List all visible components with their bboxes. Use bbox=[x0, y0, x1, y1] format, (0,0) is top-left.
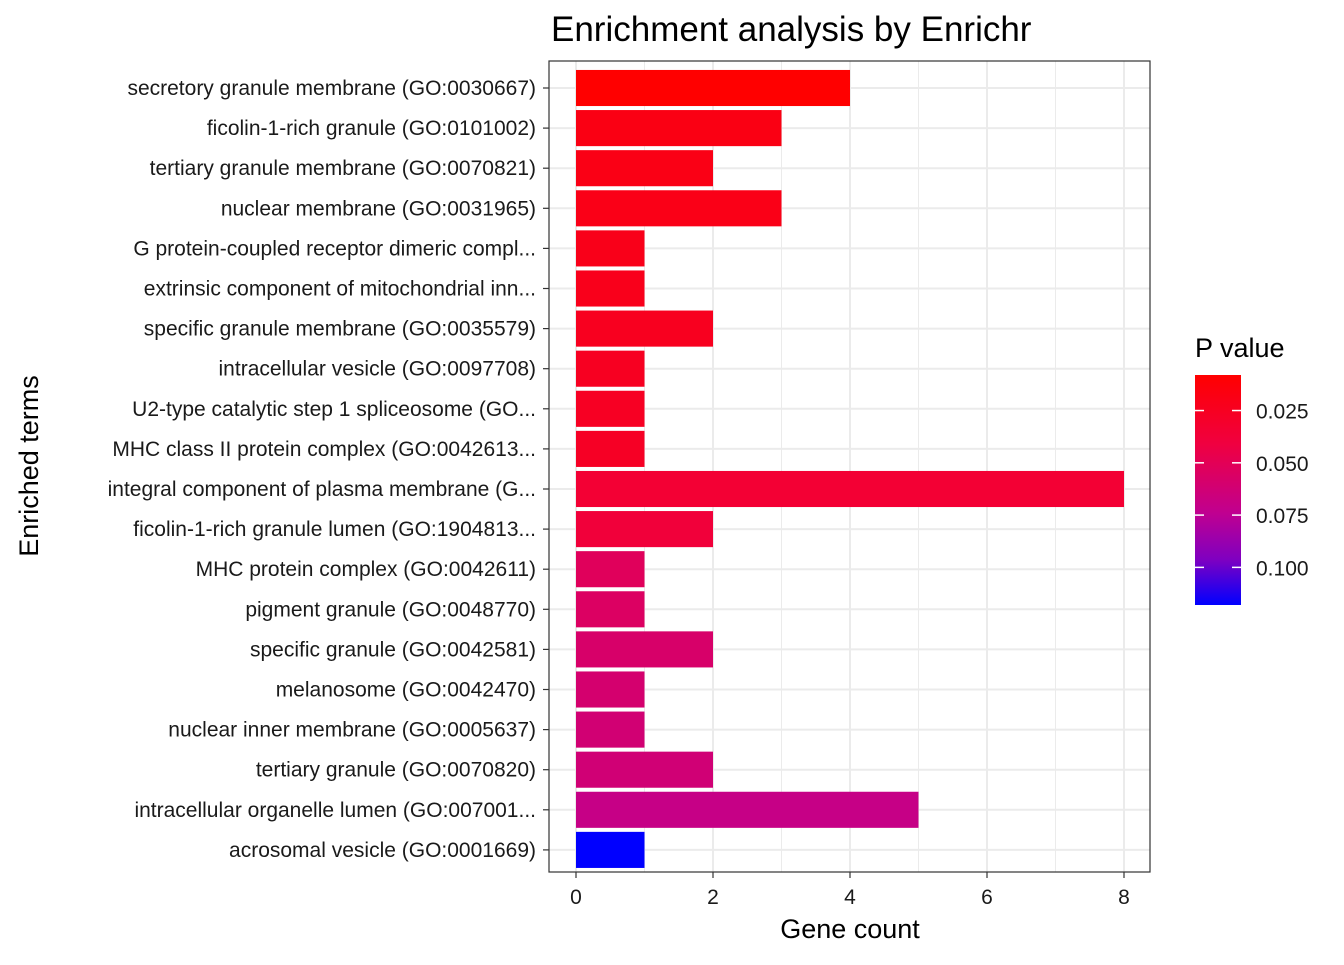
y-tick-label: ficolin-1-rich granule lumen (GO:1904813… bbox=[133, 518, 536, 541]
bar bbox=[576, 150, 713, 187]
bar bbox=[576, 110, 782, 147]
plot-panel bbox=[548, 60, 1151, 873]
bar bbox=[576, 671, 645, 708]
y-tick-label: nuclear inner membrane (GO:0005637) bbox=[168, 719, 536, 742]
y-tick-label: intracellular vesicle (GO:0097708) bbox=[219, 358, 536, 381]
legend: P value 0.025 0.050 0.075 0.100 bbox=[1195, 333, 1309, 605]
y-tick-label: integral component of plasma membrane (G… bbox=[108, 478, 536, 501]
bar bbox=[576, 430, 645, 467]
y-tick-label: MHC class II protein complex (GO:0042613… bbox=[112, 438, 536, 461]
y-tick-label: MHC protein complex (GO:0042611) bbox=[196, 558, 536, 581]
bar bbox=[576, 511, 713, 548]
bar bbox=[576, 270, 645, 307]
y-axis-label: Enriched terms bbox=[14, 375, 44, 557]
y-tick-label: tertiary granule membrane (GO:0070821) bbox=[150, 157, 536, 180]
bar bbox=[576, 631, 713, 668]
y-axis: secretory granule membrane (GO:0030667) f… bbox=[108, 77, 549, 862]
y-tick-label: intracellular organelle lumen (GO:007001… bbox=[134, 799, 536, 822]
x-tick-label: 6 bbox=[981, 886, 993, 909]
legend-tick-label: 0.025 bbox=[1256, 401, 1309, 424]
bar bbox=[576, 831, 645, 868]
x-tick-label: 0 bbox=[570, 886, 582, 909]
y-tick-label: secretory granule membrane (GO:0030667) bbox=[127, 77, 536, 100]
bar bbox=[576, 791, 919, 828]
y-tick-label: specific granule membrane (GO:0035579) bbox=[144, 318, 536, 341]
y-tick-label: specific granule (GO:0042581) bbox=[250, 638, 536, 661]
bar bbox=[576, 551, 645, 588]
legend-tick-label: 0.050 bbox=[1256, 453, 1309, 476]
x-axis-label: Gene count bbox=[780, 914, 920, 944]
bar bbox=[576, 470, 1124, 508]
y-tick-label: melanosome (GO:0042470) bbox=[276, 679, 536, 702]
y-tick-label: tertiary granule (GO:0070820) bbox=[256, 759, 536, 782]
bar bbox=[576, 190, 782, 227]
bar bbox=[576, 591, 645, 628]
bars bbox=[576, 69, 1124, 868]
y-tick-label: pigment granule (GO:0048770) bbox=[245, 598, 536, 621]
legend-tick-label: 0.100 bbox=[1256, 557, 1309, 580]
y-tick-label: U2-type catalytic step 1 spliceosome (GO… bbox=[132, 398, 536, 421]
bar bbox=[576, 751, 713, 788]
bar bbox=[576, 350, 645, 387]
y-tick-label: extrinsic component of mitochondrial inn… bbox=[144, 278, 536, 301]
x-tick-label: 4 bbox=[844, 886, 856, 909]
legend-title: P value bbox=[1195, 333, 1285, 363]
legend-tick-label: 0.075 bbox=[1256, 505, 1309, 528]
x-tick-label: 8 bbox=[1118, 886, 1130, 909]
bar bbox=[576, 69, 850, 107]
x-axis: 0 2 4 6 8 bbox=[570, 872, 1130, 909]
y-tick-label: nuclear membrane (GO:0031965) bbox=[221, 197, 536, 220]
bar bbox=[576, 390, 645, 427]
legend-colorbar bbox=[1195, 375, 1241, 605]
y-tick-label: G protein-coupled receptor dimeric compl… bbox=[133, 237, 536, 260]
chart-title: Enrichment analysis by Enrichr bbox=[551, 10, 1032, 49]
x-tick-label: 2 bbox=[707, 886, 719, 909]
bar bbox=[576, 310, 713, 347]
y-tick-label: acrosomal vesicle (GO:0001669) bbox=[229, 839, 536, 862]
y-tick-label: ficolin-1-rich granule (GO:0101002) bbox=[207, 117, 536, 140]
bar bbox=[576, 230, 645, 267]
bar bbox=[576, 711, 645, 748]
